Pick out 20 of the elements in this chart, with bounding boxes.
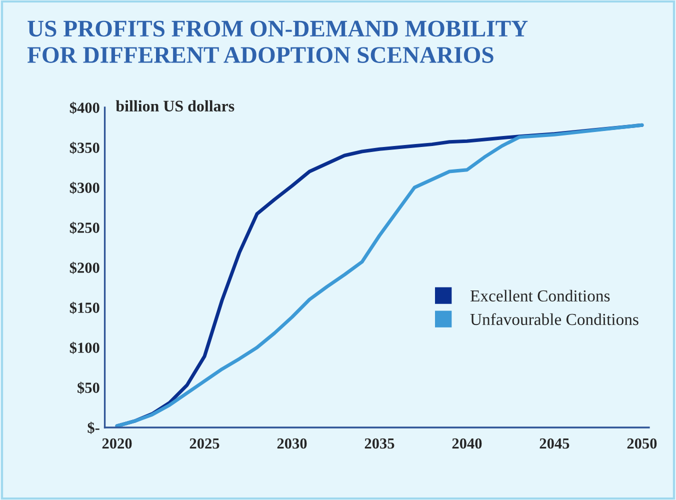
- x-tick-label: 2035: [364, 438, 394, 449]
- legend-label: Excellent Conditions: [470, 290, 610, 302]
- x-tick-label: 2050: [627, 438, 657, 449]
- chart-title: US PROFITS FROM ON-DEMAND MOBILITY FOR DIFFERENT ADOPTION SCENARIOS: [27, 20, 528, 63]
- y-tick-label: $300: [70, 182, 100, 194]
- x-tick-label: 2040: [452, 438, 482, 449]
- y-tick-label: $350: [70, 142, 100, 154]
- y-axis-title: billion US dollars: [116, 100, 234, 112]
- x-tick-label: 2020: [102, 438, 132, 449]
- legend-label: Unfavourable Conditions: [470, 313, 638, 326]
- y-tick-label: $200: [70, 262, 100, 274]
- y-tick-label: $100: [70, 342, 100, 354]
- y-tick-label: $400: [70, 102, 100, 114]
- x-tick-label: 2030: [277, 438, 307, 449]
- y-tick-label: $50: [78, 382, 100, 394]
- y-tick-label: $-: [88, 422, 100, 434]
- x-tick-label: 2045: [540, 438, 570, 449]
- y-tick-label: $150: [70, 302, 100, 314]
- y-tick-label: $250: [70, 222, 100, 234]
- x-tick-label: 2025: [190, 438, 220, 449]
